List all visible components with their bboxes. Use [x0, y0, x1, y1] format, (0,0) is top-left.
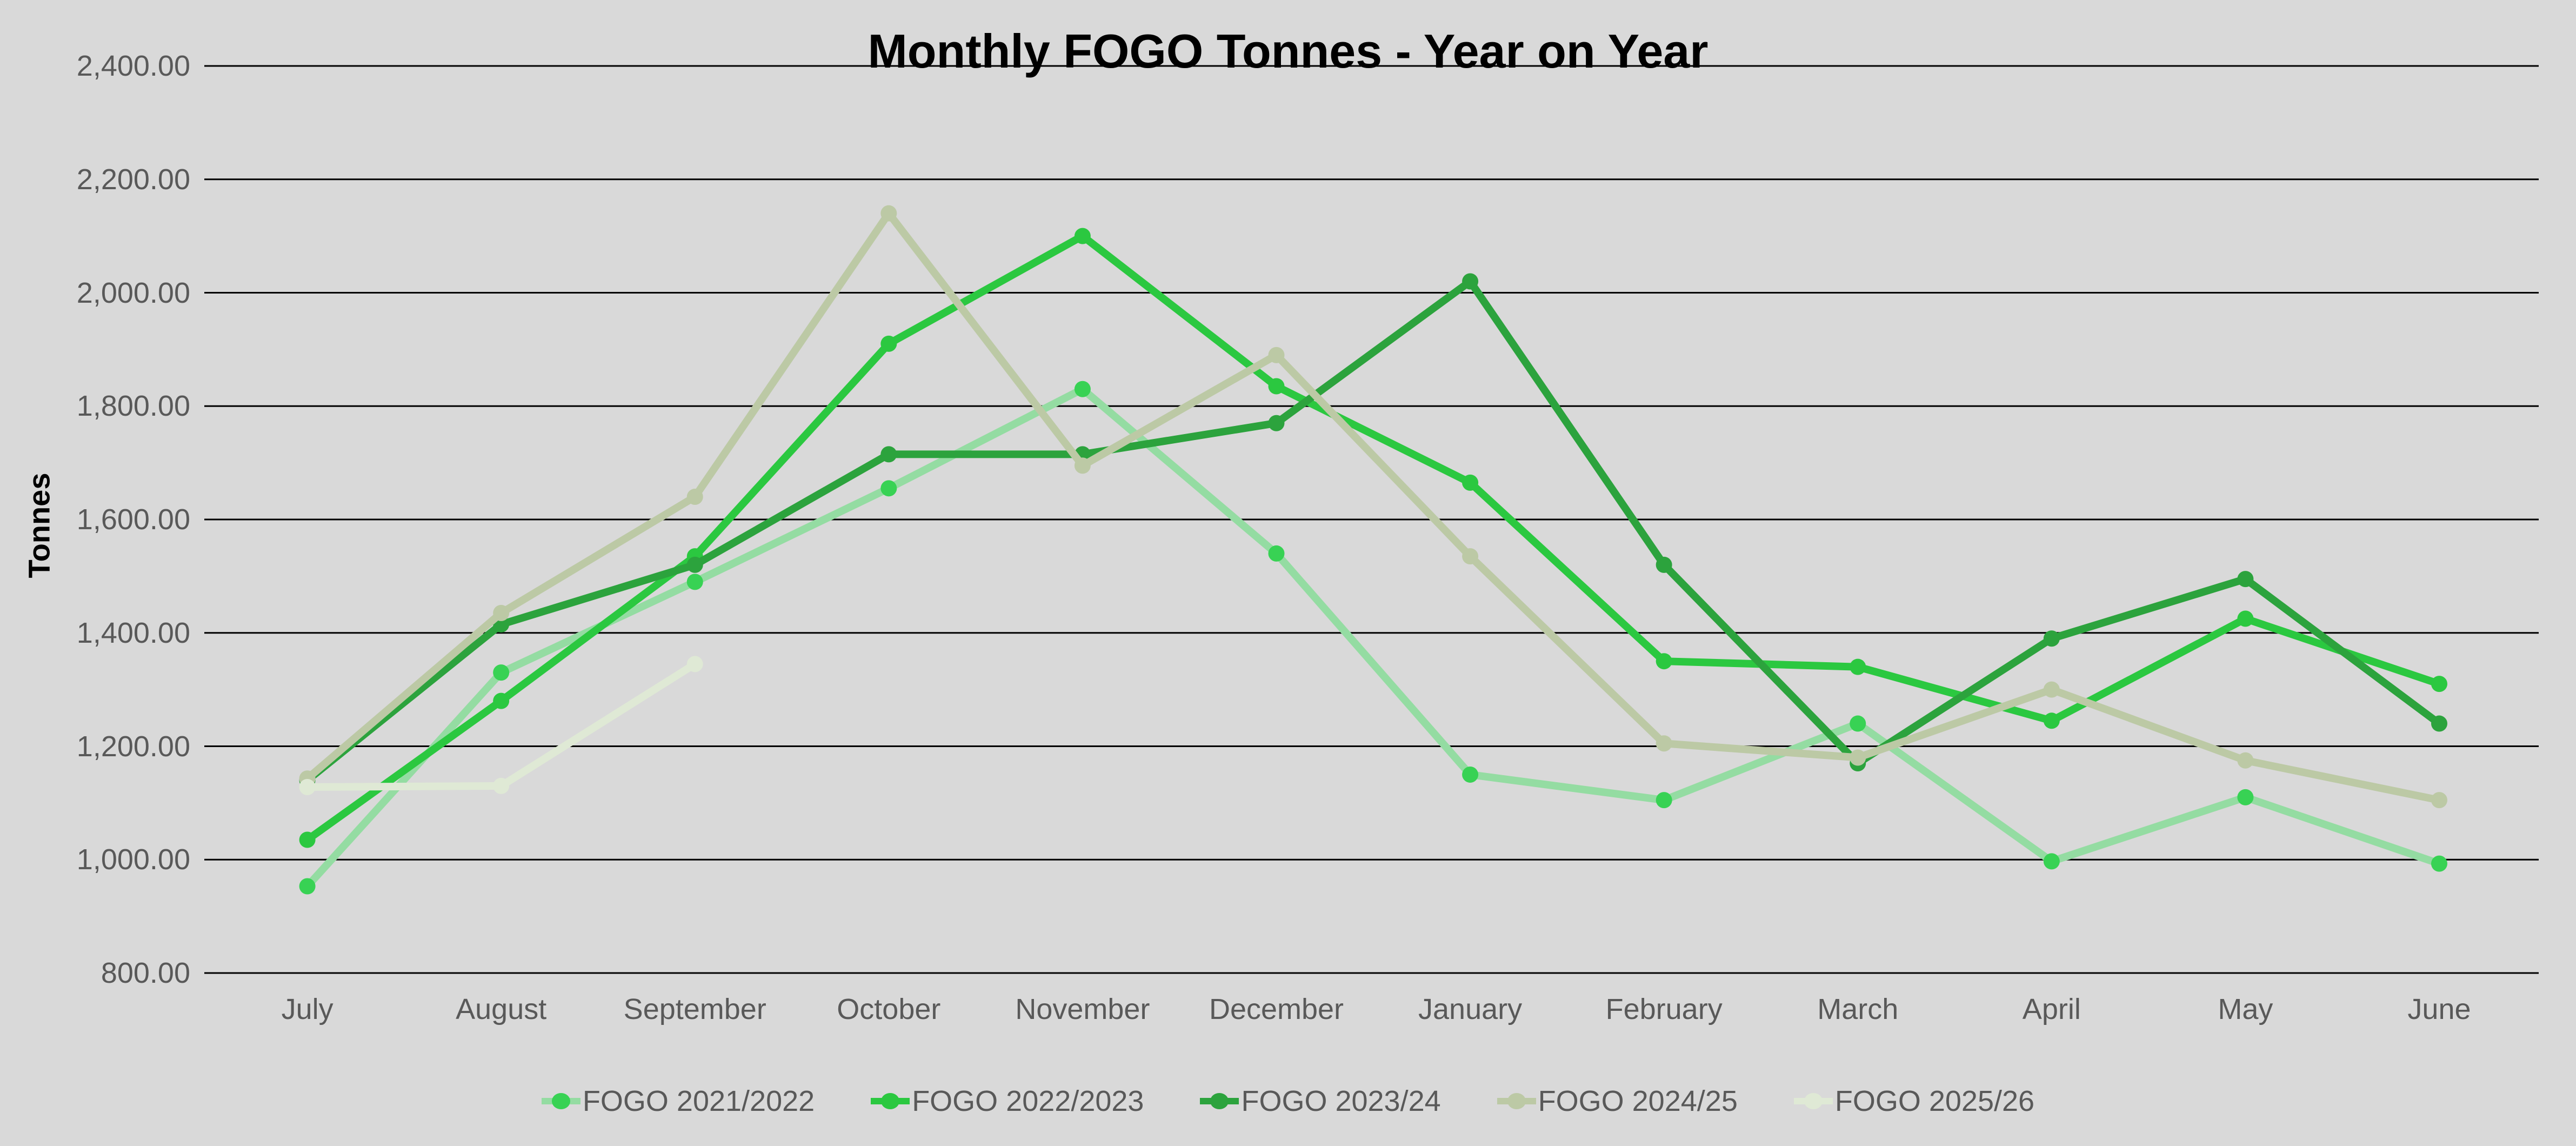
data-point-marker: [1656, 792, 1672, 809]
data-point-marker: [2431, 715, 2447, 732]
y-tick-label: 800.00: [101, 957, 190, 989]
legend-label: FOGO 2025/26: [1834, 1085, 2035, 1117]
x-axis-label: October: [837, 993, 941, 1025]
legend-label: FOGO 2023/24: [1241, 1085, 1441, 1117]
data-point-marker: [1268, 545, 1285, 562]
legend-swatch-icon: [1200, 1093, 1239, 1109]
data-point-marker: [880, 480, 897, 497]
chart-title: Monthly FOGO Tonnes - Year on Year: [867, 24, 1709, 78]
legend-marker-dot: [1210, 1093, 1229, 1109]
data-point-marker: [686, 574, 703, 590]
x-axis-label: February: [1605, 993, 1723, 1025]
data-point-marker: [686, 489, 703, 505]
gridlines: [204, 65, 2539, 974]
data-point-marker: [493, 692, 510, 709]
x-axis-label: November: [1015, 993, 1150, 1025]
data-point-marker: [2043, 853, 2060, 870]
x-axis-label: June: [2407, 993, 2471, 1025]
y-tick-label: 2,400.00: [76, 50, 190, 82]
data-point-marker: [2237, 789, 2254, 805]
data-point-marker: [1462, 548, 1479, 565]
legend-swatch-icon: [871, 1093, 910, 1109]
legend-item: FOGO 2024/25: [1497, 1084, 1738, 1118]
y-tick-label: 1,800.00: [76, 390, 190, 423]
data-point-marker: [1074, 457, 1091, 474]
legend-marker-dot: [551, 1093, 570, 1109]
data-point-marker: [2043, 681, 2060, 698]
data-point-marker: [2431, 676, 2447, 692]
data-point-marker: [880, 446, 897, 463]
data-point-marker: [1850, 715, 1866, 732]
data-point-marker: [299, 779, 316, 796]
series-line: [303, 385, 2443, 890]
x-axis-label: July: [281, 993, 333, 1025]
data-point-marker: [1268, 378, 1285, 395]
series-fogo-2024-25: [299, 205, 2447, 809]
data-point-marker: [493, 777, 510, 794]
legend-item: FOGO 2021/2022: [541, 1084, 815, 1118]
y-tick-label: 2,200.00: [76, 163, 190, 196]
data-point-marker: [493, 605, 510, 622]
legend-marker-dot: [1507, 1093, 1526, 1109]
data-point-marker: [2043, 712, 2060, 729]
data-point-marker: [686, 656, 703, 672]
series-fogo-2025-26: [299, 656, 703, 796]
data-point-marker: [1656, 735, 1672, 752]
y-tick-label: 1,200.00: [76, 730, 190, 763]
series-line: [303, 277, 2443, 784]
data-point-marker: [2237, 571, 2254, 588]
legend-marker-dot: [1804, 1093, 1823, 1109]
data-point-marker: [2431, 792, 2447, 809]
legend-label: FOGO 2022/2023: [912, 1085, 1144, 1117]
x-axis-label: December: [1209, 993, 1344, 1025]
data-point-marker: [1268, 347, 1285, 363]
legend-marker-dot: [881, 1093, 900, 1109]
x-axis-label: May: [2218, 993, 2273, 1025]
legend-item: FOGO 2022/2023: [871, 1084, 1144, 1118]
series-line: [303, 209, 2443, 804]
series-fogo-2021-2022: [299, 381, 2447, 895]
legend-swatch-icon: [1497, 1093, 1536, 1109]
y-tick-label: 1,000.00: [76, 843, 190, 876]
data-point-marker: [1074, 228, 1091, 244]
y-tick-label: 1,600.00: [76, 503, 190, 536]
x-axis-label: September: [623, 993, 766, 1025]
data-point-marker: [686, 556, 703, 573]
legend-label: FOGO 2021/2022: [582, 1085, 815, 1117]
data-point-marker: [1462, 474, 1479, 491]
data-point-marker: [2043, 630, 2060, 647]
legend: FOGO 2021/2022 FOGO 2022/2023 FOGO 2023/24…: [0, 1084, 2576, 1118]
y-tick-label: 1,400.00: [76, 616, 190, 649]
data-point-marker: [1268, 415, 1285, 431]
data-point-marker: [1850, 749, 1866, 766]
legend-swatch-icon: [541, 1093, 580, 1109]
x-axis-label: January: [1418, 993, 1523, 1025]
data-point-marker: [2431, 855, 2447, 872]
data-point-marker: [299, 878, 316, 895]
data-point-marker: [2237, 752, 2254, 769]
data-point-marker: [1074, 381, 1091, 397]
data-point-marker: [2237, 610, 2254, 627]
data-point-marker: [1462, 273, 1479, 290]
data-point-marker: [880, 205, 897, 222]
x-axis-label: March: [1817, 993, 1899, 1025]
data-point-marker: [493, 664, 510, 681]
data-point-marker: [299, 831, 316, 848]
legend-label: FOGO 2024/25: [1538, 1085, 1738, 1117]
legend-item: FOGO 2025/26: [1793, 1084, 2035, 1118]
data-point-marker: [1462, 766, 1479, 783]
y-tick-label: 2,000.00: [76, 276, 190, 309]
x-axis-label: April: [2022, 993, 2081, 1025]
data-point-marker: [1656, 556, 1672, 573]
data-point-marker: [1656, 653, 1672, 670]
legend-swatch-icon: [1793, 1093, 1833, 1109]
legend-item: FOGO 2023/24: [1200, 1084, 1441, 1118]
data-point-marker: [1850, 658, 1866, 675]
x-axis-label: August: [456, 993, 547, 1025]
data-point-marker: [880, 335, 897, 352]
